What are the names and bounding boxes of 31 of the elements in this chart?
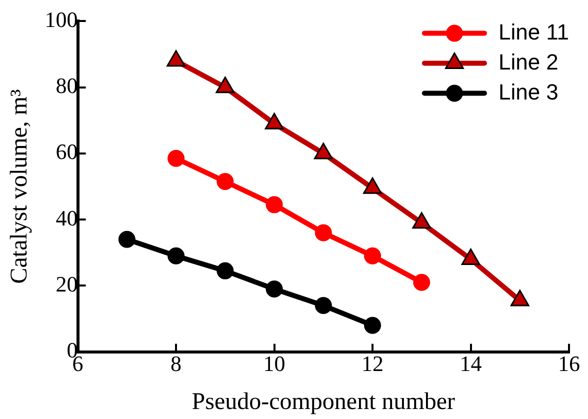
point [264,112,284,130]
point [364,247,382,264]
point [364,316,382,334]
x-tick-label: 12 [362,350,384,376]
y-tick-label: 100 [44,6,78,32]
point [168,247,185,264]
x-tick-label: 16 [558,350,580,376]
point [168,150,185,167]
point [413,274,430,291]
y-tick-label: 80 [56,73,78,98]
point [314,224,332,242]
x-axis-title: Pseudo-component number [192,388,456,415]
point [118,230,136,248]
legend-label: Line 3 [498,79,558,104]
legend-label: Line 2 [498,49,558,74]
point [216,76,235,94]
y-axis-title: Catalyst volume, m³ [6,89,33,284]
point [314,297,332,314]
point [166,50,186,67]
y-tick-label: 40 [56,205,78,230]
point [266,196,283,214]
point [216,262,234,280]
y-tick-label: 60 [56,139,78,164]
point [314,142,333,160]
y-tick-label: 20 [56,271,78,296]
x-tick-label: 14 [460,350,482,376]
x-tick-label: 10 [263,350,286,376]
x-tick-label: 8 [170,350,182,376]
point [266,280,283,298]
legend-label: Line 11 [498,19,570,44]
point [216,173,234,190]
